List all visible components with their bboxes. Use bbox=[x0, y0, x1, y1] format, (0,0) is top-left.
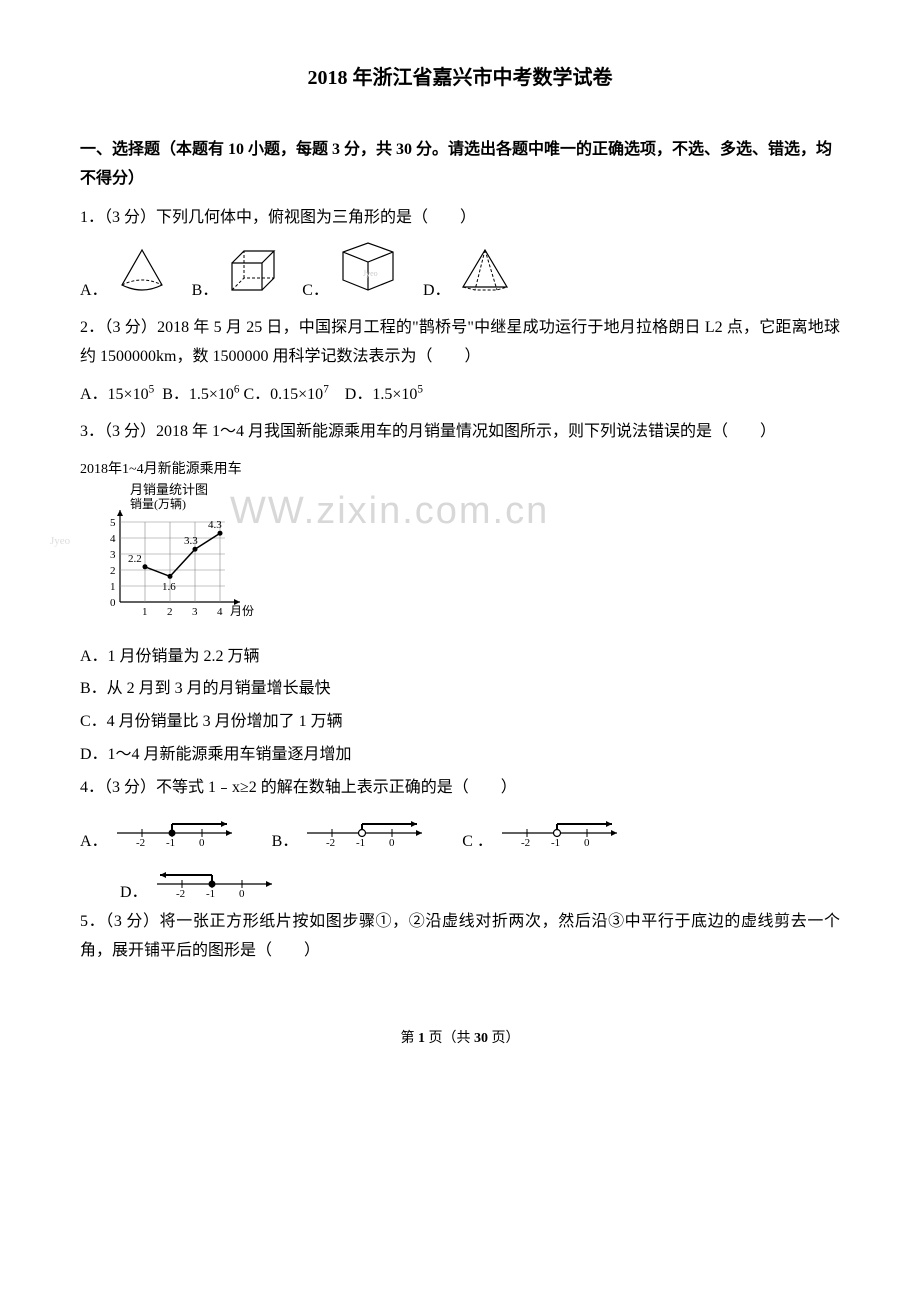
q4-optC-label: C ． bbox=[462, 828, 493, 857]
q2-optA: A．15×105 bbox=[80, 386, 154, 403]
svg-text:月销量统计图: 月销量统计图 bbox=[130, 482, 208, 497]
pyramid-icon bbox=[455, 245, 515, 306]
svg-text:4.3: 4.3 bbox=[208, 519, 222, 531]
svg-text:0: 0 bbox=[389, 837, 395, 846]
q3-optC: C．4 月份销量比 3 月份增加了 1 万辆 bbox=[80, 708, 840, 737]
q3-optA: A．1 月份销量为 2.2 万辆 bbox=[80, 643, 840, 672]
svg-text:5: 5 bbox=[110, 517, 116, 529]
q1-optD-label: D． bbox=[423, 277, 451, 306]
q3-optB: B．从 2 月到 3 月的月销量增长最快 bbox=[80, 675, 840, 704]
q1-option-c: C． Jyeo bbox=[302, 240, 403, 306]
question-3-options: A．1 月份销量为 2.2 万辆 B．从 2 月到 3 月的月销量增长最快 C．… bbox=[80, 643, 840, 770]
line-chart-svg: 月销量统计图 销量(万辆) 0 1 2 3 4 5 bbox=[80, 482, 280, 622]
number-line-c: -2 -1 0 bbox=[497, 811, 627, 857]
q1-optC-label: C． bbox=[302, 277, 329, 306]
q4-option-d: D． -2 -1 0 bbox=[120, 862, 282, 908]
question-2-options: A．15×105 B．1.5×106 C．0.15×107 D．1.5×105 bbox=[80, 380, 840, 410]
q4-optA-label: A． bbox=[80, 828, 108, 857]
q2-optB: B．1.5×106 bbox=[162, 386, 239, 403]
svg-text:Jyeo: Jyeo bbox=[363, 269, 378, 278]
chart-title-1: 2018年1~4月新能源乘用车 bbox=[80, 457, 840, 482]
svg-text:0: 0 bbox=[199, 837, 205, 846]
q4-optB-label: B． bbox=[272, 828, 299, 857]
svg-text:-1: -1 bbox=[206, 888, 215, 897]
question-4-options: A． -2 -1 0 B． bbox=[80, 811, 840, 909]
q2-optC: C．0.15×107 bbox=[243, 386, 328, 403]
prism-icon: Jyeo bbox=[333, 240, 403, 306]
question-3-text: 3．（3 分）2018 年 1～4 月我国新能源乘用车的月销量情况如图所示，则下… bbox=[80, 418, 840, 447]
svg-text:销量(万辆): 销量(万辆) bbox=[130, 497, 186, 511]
page-footer: 第 1 页（共 30 页） bbox=[80, 1026, 840, 1051]
q3-optD: D．1～4 月新能源乘用车销量逐月增加 bbox=[80, 741, 840, 770]
exam-title: 2018 年浙江省嘉兴市中考数学试卷 bbox=[80, 60, 840, 96]
question-4-text: 4．（3 分）不等式 1﹣x≥2 的解在数轴上表示正确的是（ ） bbox=[80, 774, 840, 803]
q3-chart: WW.zixin.com.cn 2018年1~4月新能源乘用车 月销量统计图 销… bbox=[80, 457, 840, 633]
svg-text:3: 3 bbox=[192, 606, 198, 618]
svg-text:月份: 月份 bbox=[230, 604, 254, 618]
number-line-a: -2 -1 0 bbox=[112, 811, 242, 857]
q1-optB-label: B． bbox=[192, 277, 219, 306]
svg-text:-2: -2 bbox=[326, 837, 335, 846]
q1-optA-label: A． bbox=[80, 277, 108, 306]
svg-text:1: 1 bbox=[110, 581, 116, 593]
svg-text:2: 2 bbox=[110, 565, 116, 577]
svg-text:0: 0 bbox=[110, 597, 116, 609]
q1-option-a: A． bbox=[80, 245, 172, 306]
q4-option-a: A． -2 -1 0 bbox=[80, 811, 242, 857]
question-5-text: 5．（3 分）将一张正方形纸片按如图步骤①，②沿虚线对折两次，然后沿③中平行于底… bbox=[80, 908, 840, 966]
svg-text:1.6: 1.6 bbox=[162, 581, 176, 593]
svg-text:2.2: 2.2 bbox=[128, 553, 142, 565]
svg-text:0: 0 bbox=[239, 888, 245, 897]
svg-text:3.3: 3.3 bbox=[184, 535, 198, 547]
question-1-text: 1．（3 分）下列几何体中，俯视图为三角形的是（ ） bbox=[80, 204, 840, 233]
svg-text:-1: -1 bbox=[356, 837, 365, 846]
q1-option-d: D． bbox=[423, 245, 515, 306]
q4-option-c: C ． -2 -1 0 bbox=[462, 811, 627, 857]
question-2-text: 2．（3 分）2018 年 5 月 25 日，中国探月工程的"鹊桥号"中继星成功… bbox=[80, 314, 840, 372]
watermark-jyeo: Jyeo bbox=[50, 532, 70, 552]
number-line-d: -2 -1 0 bbox=[152, 862, 282, 908]
question-1-options: A． B． C． Jyeo bbox=[80, 240, 840, 306]
svg-text:2: 2 bbox=[167, 606, 173, 618]
svg-text:-2: -2 bbox=[176, 888, 185, 897]
svg-text:-2: -2 bbox=[521, 837, 530, 846]
section-1-header: 一、选择题（本题有 10 小题，每题 3 分，共 30 分。请选出各题中唯一的正… bbox=[80, 136, 840, 194]
svg-text:4: 4 bbox=[110, 533, 116, 545]
cube-icon bbox=[222, 245, 282, 306]
svg-text:4: 4 bbox=[217, 606, 223, 618]
svg-text:-2: -2 bbox=[136, 837, 145, 846]
svg-text:3: 3 bbox=[110, 549, 116, 561]
number-line-b: -2 -1 0 bbox=[302, 811, 432, 857]
svg-text:-1: -1 bbox=[551, 837, 560, 846]
q2-optD: D．1.5×105 bbox=[345, 386, 423, 403]
q4-optD-label: D． bbox=[120, 879, 148, 908]
q4-option-b: B． -2 -1 0 bbox=[272, 811, 433, 857]
cone-icon bbox=[112, 245, 172, 306]
svg-text:-1: -1 bbox=[166, 837, 175, 846]
svg-text:1: 1 bbox=[142, 606, 148, 618]
svg-text:0: 0 bbox=[584, 837, 590, 846]
q1-option-b: B． bbox=[192, 245, 283, 306]
